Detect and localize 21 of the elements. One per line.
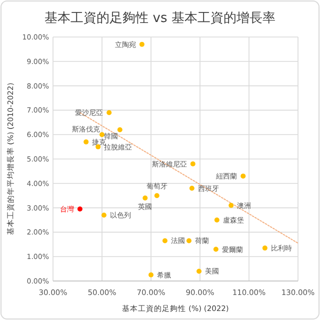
point bbox=[228, 202, 234, 208]
point bbox=[139, 42, 144, 47]
point bbox=[101, 212, 106, 218]
point bbox=[100, 132, 104, 138]
point bbox=[262, 246, 268, 251]
point bbox=[214, 218, 220, 222]
point bbox=[162, 238, 168, 244]
point bbox=[77, 206, 82, 212]
point bbox=[84, 139, 89, 144]
point bbox=[190, 161, 196, 166]
point bbox=[240, 174, 246, 179]
point bbox=[154, 193, 160, 198]
point bbox=[148, 272, 154, 278]
point bbox=[106, 110, 112, 116]
chart-title: 基本工資的足夠性 vs 基本工資的增長率 bbox=[44, 10, 276, 26]
point bbox=[186, 238, 192, 244]
point bbox=[142, 196, 148, 201]
point bbox=[213, 246, 218, 252]
point bbox=[117, 127, 122, 132]
point bbox=[196, 268, 202, 274]
point bbox=[189, 186, 194, 191]
